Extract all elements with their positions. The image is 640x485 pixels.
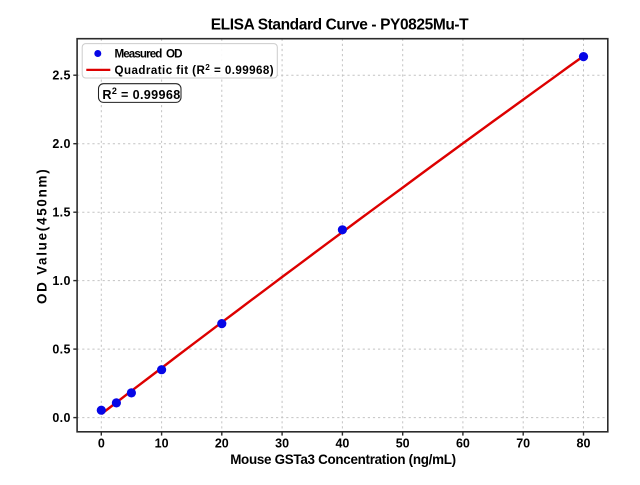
svg-text:Quadratic fit (R2 = 0.99968): Quadratic fit (R2 = 0.99968) bbox=[115, 63, 275, 77]
svg-text:1.0: 1.0 bbox=[52, 274, 71, 288]
svg-text:80: 80 bbox=[577, 436, 591, 450]
svg-text:2.0: 2.0 bbox=[52, 137, 71, 151]
svg-text:60: 60 bbox=[456, 436, 470, 450]
svg-text:0.5: 0.5 bbox=[52, 343, 71, 357]
svg-text:OD Value(450nm): OD Value(450nm) bbox=[35, 168, 50, 304]
svg-text:70: 70 bbox=[516, 436, 530, 450]
svg-text:50: 50 bbox=[396, 436, 410, 450]
svg-text:R2 = 0.99968: R2 = 0.99968 bbox=[102, 86, 180, 102]
svg-text:40: 40 bbox=[335, 436, 349, 450]
svg-text:ELISA Standard Curve - PY0825M: ELISA Standard Curve - PY0825Mu-T bbox=[211, 17, 469, 34]
svg-text:2.5: 2.5 bbox=[52, 69, 71, 83]
svg-text:30: 30 bbox=[275, 436, 289, 450]
svg-text:20: 20 bbox=[215, 436, 229, 450]
svg-text:1.5: 1.5 bbox=[52, 206, 71, 220]
svg-text:0: 0 bbox=[98, 436, 105, 450]
svg-text:10: 10 bbox=[155, 436, 169, 450]
svg-text:Mouse GSTa3 Concentration (ng/: Mouse GSTa3 Concentration (ng/mL) bbox=[230, 452, 456, 467]
svg-text:0.0: 0.0 bbox=[52, 411, 71, 425]
svg-text:Measured OD: Measured OD bbox=[115, 48, 183, 61]
